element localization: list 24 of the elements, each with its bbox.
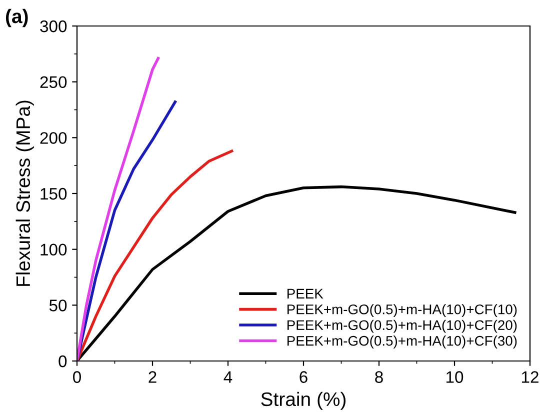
- x-tick-label: 0: [73, 371, 81, 383]
- y-tick-label: 200: [40, 132, 67, 144]
- x-tick-label: 6: [300, 371, 308, 383]
- y-tick-label: 300: [40, 20, 67, 32]
- legend-label: PEEK+m-GO(0.5)+m-HA(10)+CF(10): [288, 304, 517, 318]
- line-series: [77, 56, 160, 361]
- line-series: [77, 150, 234, 361]
- y-tick-label: 250: [40, 76, 67, 88]
- y-tick-label: 0: [58, 355, 67, 368]
- y-axis-title: Flexural Stress (MPa): [16, 100, 34, 286]
- y-tick-label: 50: [49, 300, 67, 312]
- legend-label: PEEK+m-GO(0.5)+m-HA(10)+CF(20): [288, 320, 517, 333]
- y-tick-label: 100: [40, 244, 67, 256]
- x-axis-title: Strain (%): [261, 392, 346, 410]
- y-tick-label: 150: [40, 188, 67, 200]
- chart-title: (a): [6, 8, 28, 28]
- x-tick-label: 8: [375, 371, 383, 383]
- x-tick-label: 2: [148, 371, 156, 383]
- x-tick-label: 10: [446, 371, 464, 383]
- line-series: [77, 100, 177, 361]
- x-tick-label: 12: [522, 371, 538, 383]
- legend-label: PEEK: [288, 288, 324, 298]
- legend-label: PEEK+m-GO(0.5)+m-HA(10)+CF(30): [288, 336, 517, 348]
- x-tick-label: 4: [224, 371, 232, 383]
